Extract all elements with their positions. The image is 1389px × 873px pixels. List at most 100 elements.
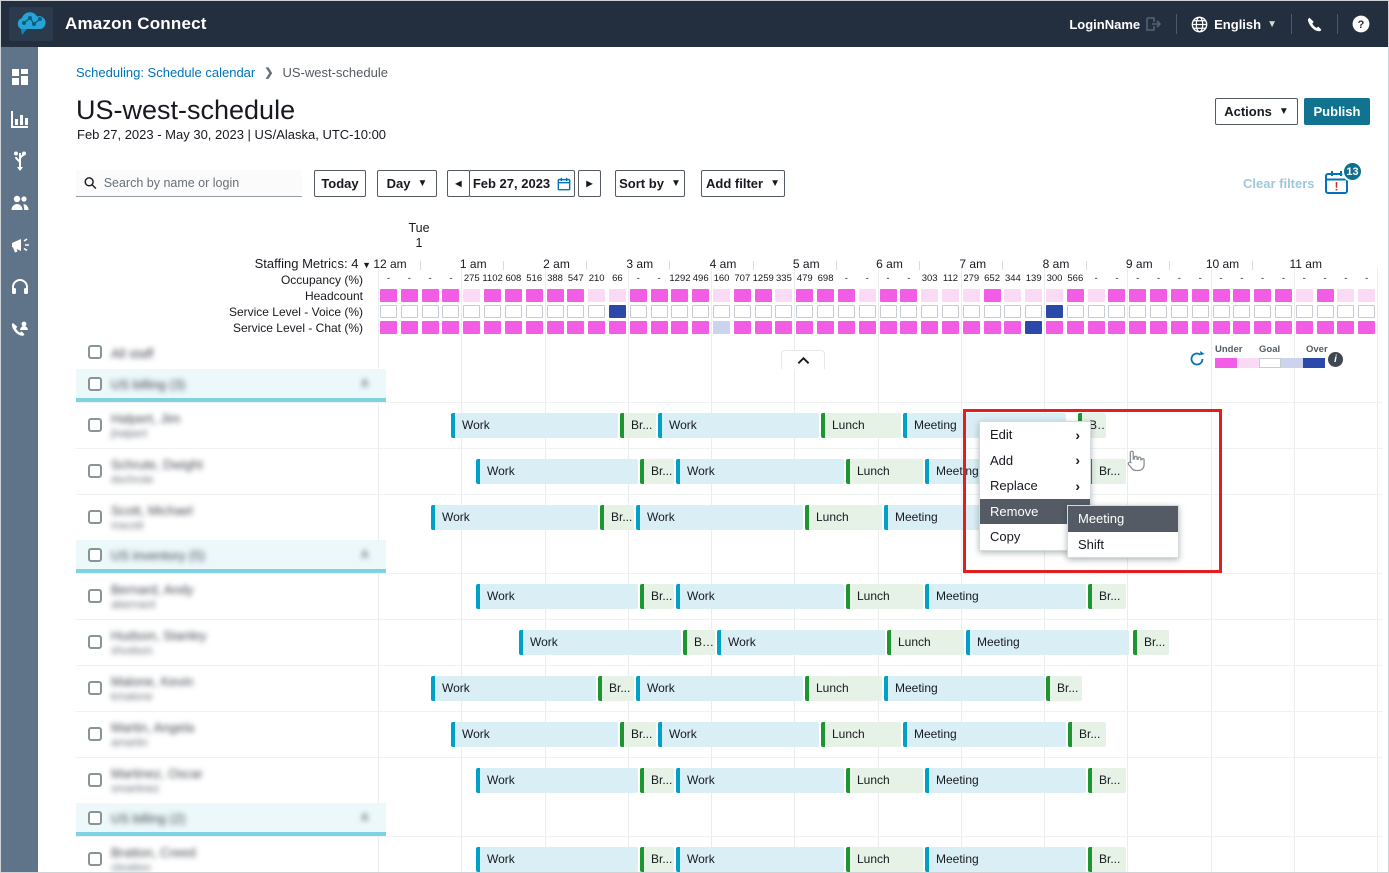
staff-checkbox[interactable]	[88, 727, 102, 741]
shift-bar-break[interactable]: Br...	[1133, 630, 1169, 655]
actions-button[interactable]: Actions ▼	[1215, 98, 1298, 125]
shift-bar-work[interactable]: Work	[519, 630, 681, 655]
sort-by-button[interactable]: Sort by ▼	[615, 170, 685, 197]
collapse-group-icon[interactable]: ∧	[360, 809, 370, 824]
staff-checkbox[interactable]	[88, 635, 102, 649]
shift-bar-work[interactable]: Work	[676, 459, 844, 484]
context-menu-item-edit[interactable]: Edit ›	[980, 422, 1090, 448]
shift-bar-work[interactable]: Work	[676, 768, 844, 793]
connect-logo-icon[interactable]	[9, 7, 53, 41]
info-icon[interactable]: i	[1328, 352, 1343, 367]
shift-bar-lunch[interactable]: Lunch	[846, 459, 923, 484]
shift-bar-meeting[interactable]: Meeting	[966, 630, 1129, 655]
clear-filters-link[interactable]: Clear filters	[1243, 176, 1315, 191]
staff-checkbox[interactable]	[88, 852, 102, 866]
staff-checkbox[interactable]	[88, 510, 102, 524]
sidebar-item-headset[interactable]	[10, 277, 30, 297]
group-checkbox[interactable]	[88, 377, 102, 391]
prev-day-button[interactable]: ◀	[447, 170, 470, 197]
shift-bar-work[interactable]: Work	[431, 676, 596, 701]
shift-bar-break[interactable]: Br...	[620, 413, 656, 438]
shift-bar-break[interactable]: Br...	[1088, 847, 1126, 872]
range-select-button[interactable]: Day ▼	[377, 170, 437, 197]
all-staff-checkbox[interactable]	[88, 345, 102, 359]
sidebar-item-dashboard[interactable]	[10, 67, 30, 87]
sidebar-item-routing[interactable]	[10, 151, 30, 171]
shift-bar-break[interactable]: Br...	[1088, 768, 1126, 793]
date-picker-button[interactable]: Feb 27, 2023	[469, 170, 575, 197]
group-checkbox[interactable]	[88, 548, 102, 562]
context-menu-item-replace[interactable]: Replace ›	[980, 473, 1090, 499]
shift-bar-work[interactable]: Work	[476, 459, 638, 484]
collapse-metrics-tab[interactable]	[781, 350, 825, 369]
schedule-alerts-button[interactable]: !	[1323, 169, 1350, 196]
shift-bar-break[interactable]: Br...	[598, 676, 634, 701]
shift-bar-lunch[interactable]: Lunch	[846, 847, 923, 872]
context-submenu-item-meeting[interactable]: Meeting	[1068, 506, 1178, 532]
shift-bar-lunch[interactable]: Lunch	[821, 722, 901, 747]
refresh-button[interactable]	[1188, 350, 1206, 368]
shift-bar-break[interactable]: Br...	[1088, 459, 1126, 484]
shift-bar-work[interactable]: Work	[476, 768, 638, 793]
collapse-group-icon[interactable]: ∧	[360, 546, 370, 561]
staffing-metrics-toggle[interactable]: Staffing Metrics: 4 ▼	[255, 256, 371, 271]
shift-bar-work[interactable]: Work	[476, 847, 638, 872]
breadcrumb-link[interactable]: Scheduling: Schedule calendar	[76, 65, 256, 80]
shift-bar-work[interactable]: Work	[451, 413, 618, 438]
shift-bar-lunch[interactable]: Lunch	[821, 413, 901, 438]
shift-bar-lunch[interactable]: Lunch	[805, 676, 882, 701]
staff-checkbox[interactable]	[88, 589, 102, 603]
sidebar-item-metrics[interactable]	[10, 109, 30, 129]
context-menu-item-add[interactable]: Add ›	[980, 448, 1090, 474]
shift-bar-break[interactable]: Br...	[600, 505, 634, 530]
shift-bar-break[interactable]: Br...	[683, 630, 715, 655]
shift-bar-work[interactable]: Work	[476, 584, 638, 609]
sidebar-item-contact-phone[interactable]	[10, 319, 30, 339]
context-submenu-item-shift[interactable]: Shift	[1068, 532, 1178, 558]
language-menu[interactable]: English ▼	[1191, 16, 1277, 33]
shift-bar-lunch[interactable]: Lunch	[805, 505, 882, 530]
context-menu-item-copy[interactable]: Copy	[980, 524, 1090, 550]
shift-bar-meeting[interactable]: Meeting	[925, 584, 1086, 609]
shift-bar-lunch[interactable]: Lunch	[887, 630, 964, 655]
sidebar-item-announcements[interactable]	[10, 235, 30, 255]
staff-checkbox[interactable]	[88, 773, 102, 787]
help-button[interactable]: ?	[1352, 15, 1370, 33]
shift-bar-work[interactable]: Work	[451, 722, 618, 747]
shift-bar-lunch[interactable]: Lunch	[846, 584, 923, 609]
shift-bar-meeting[interactable]: Meeting	[925, 768, 1086, 793]
next-day-button[interactable]: ▶	[578, 170, 601, 197]
staff-checkbox[interactable]	[88, 681, 102, 695]
shift-bar-work[interactable]: Work	[676, 584, 844, 609]
shift-bar-work[interactable]: Work	[431, 505, 598, 530]
publish-button[interactable]: Publish	[1304, 98, 1370, 125]
shift-bar-work[interactable]: Work	[676, 847, 844, 872]
shift-bar-lunch[interactable]: Lunch	[846, 768, 923, 793]
sidebar-item-users[interactable]	[10, 193, 30, 213]
shift-bar-work[interactable]: Work	[636, 505, 803, 530]
shift-bar-meeting[interactable]: Meeting	[903, 722, 1066, 747]
search-input[interactable]	[103, 176, 294, 190]
shift-bar-work[interactable]: Work	[658, 413, 819, 438]
shift-bar-break[interactable]: Br...	[1046, 676, 1082, 701]
add-filter-button[interactable]: Add filter ▼	[701, 170, 785, 197]
today-button[interactable]: Today	[314, 170, 366, 197]
shift-bar-work[interactable]: Work	[717, 630, 885, 655]
shift-bar-meeting[interactable]: Meeting	[884, 676, 1044, 701]
login-menu[interactable]: LoginName	[1069, 17, 1162, 32]
shift-bar-break[interactable]: Br...	[1088, 584, 1126, 609]
staff-checkbox[interactable]	[88, 464, 102, 478]
group-checkbox[interactable]	[88, 811, 102, 825]
shift-bar-break[interactable]: Br...	[640, 847, 674, 872]
softphone-button[interactable]	[1306, 16, 1323, 33]
shift-bar-meeting[interactable]: Meeting	[925, 847, 1086, 872]
shift-bar-break[interactable]: Br...	[640, 768, 674, 793]
shift-bar-break[interactable]: Br...	[620, 722, 656, 747]
shift-bar-break[interactable]: Br...	[640, 459, 674, 484]
shift-bar-work[interactable]: Work	[658, 722, 819, 747]
shift-bar-break[interactable]: Br...	[1068, 722, 1106, 747]
shift-bar-work[interactable]: Work	[636, 676, 803, 701]
shift-bar-break[interactable]: Br...	[640, 584, 674, 609]
collapse-group-icon[interactable]: ∧	[360, 375, 370, 390]
staff-checkbox[interactable]	[88, 418, 102, 432]
